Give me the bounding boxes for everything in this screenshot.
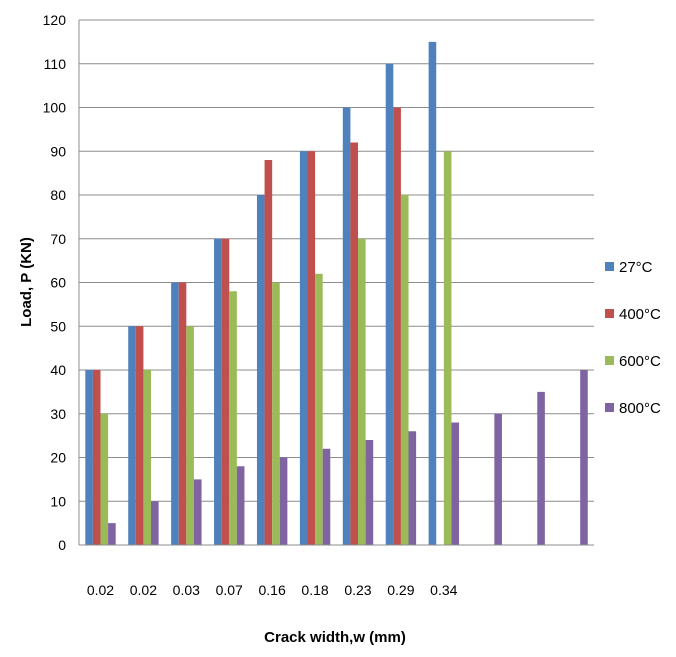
bar-800C-8 bbox=[451, 422, 460, 545]
bar-800C-6 bbox=[365, 440, 374, 545]
bar-400C-4 bbox=[264, 160, 273, 545]
bar-400C-6 bbox=[350, 142, 358, 545]
legend-label: 27°C bbox=[619, 259, 653, 276]
bar-400C-5 bbox=[307, 151, 316, 545]
legend-swatch bbox=[605, 403, 614, 412]
bar-400C-0 bbox=[92, 370, 101, 545]
y-tick-label: 50 bbox=[50, 318, 66, 334]
bar-27C-2 bbox=[171, 282, 179, 545]
x-tick-label: 0.02 bbox=[87, 582, 114, 598]
bar-800C-4 bbox=[279, 457, 288, 545]
bar-800C-11 bbox=[580, 370, 588, 545]
bar-800C-10 bbox=[537, 391, 545, 545]
y-tick-labels: 0 10 20 30 40 50 60 70 80 90 100 110 120 bbox=[43, 12, 67, 553]
legend-swatch bbox=[605, 309, 614, 318]
y-tick-label: 40 bbox=[50, 362, 66, 378]
y-tick-label: 10 bbox=[50, 493, 66, 509]
legend-label: 800°C bbox=[619, 400, 661, 417]
x-tick-label: 0.29 bbox=[387, 582, 414, 598]
x-tick-label: 0.23 bbox=[344, 582, 371, 598]
bars bbox=[85, 41, 588, 545]
bar-600C-4 bbox=[272, 282, 280, 545]
legend: 27°C 400°C 600°C 800°C bbox=[605, 259, 661, 417]
bar-27C-8 bbox=[428, 41, 437, 545]
bar-800C-7 bbox=[408, 431, 417, 545]
bar-600C-5 bbox=[315, 273, 323, 545]
y-tick-label: 20 bbox=[50, 450, 66, 466]
legend-label: 600°C bbox=[619, 353, 661, 370]
bar-400C-2 bbox=[178, 282, 187, 545]
bar-600C-1 bbox=[143, 370, 152, 545]
bar-800C-2 bbox=[193, 479, 202, 545]
bar-27C-4 bbox=[256, 195, 265, 545]
x-tick-label: 0.34 bbox=[430, 582, 457, 598]
y-tick-label: 70 bbox=[50, 231, 66, 247]
x-tick-label: 0.07 bbox=[216, 582, 243, 598]
x-tick-label: 0.02 bbox=[130, 582, 157, 598]
legend-swatch bbox=[605, 262, 614, 271]
bar-27C-5 bbox=[299, 151, 308, 545]
bar-27C-7 bbox=[385, 63, 394, 545]
x-tick-label: 0.18 bbox=[301, 582, 328, 598]
bar-400C-3 bbox=[221, 238, 230, 545]
bar-600C-7 bbox=[400, 195, 409, 545]
bar-400C-7 bbox=[393, 107, 401, 545]
y-tick-label: 80 bbox=[50, 187, 66, 203]
y-tick-label: 110 bbox=[44, 56, 67, 72]
y-tick-label: 60 bbox=[50, 275, 66, 291]
bar-800C-0 bbox=[108, 523, 116, 545]
y-axis-title: Load, P (KN) bbox=[18, 237, 35, 327]
bar-600C-3 bbox=[229, 291, 237, 545]
bar-800C-5 bbox=[322, 448, 331, 545]
x-tick-labels: 0.02 0.02 0.03 0.07 0.16 0.18 0.23 0.29 0.34 bbox=[87, 582, 458, 598]
bar-27C-6 bbox=[342, 107, 351, 545]
bar-400C-1 bbox=[135, 326, 144, 545]
y-tick-label: 0 bbox=[58, 537, 66, 553]
bar-600C-0 bbox=[100, 413, 109, 545]
x-axis-title: Crack width,w (mm) bbox=[264, 629, 406, 646]
bar-800C-9 bbox=[494, 413, 502, 545]
bar-27C-0 bbox=[85, 370, 93, 545]
y-tick-label: 30 bbox=[50, 406, 66, 422]
y-tick-label: 120 bbox=[43, 12, 67, 28]
x-tick-label: 0.16 bbox=[259, 582, 286, 598]
bar-600C-6 bbox=[358, 238, 366, 545]
y-tick-label: 90 bbox=[50, 143, 66, 159]
bar-600C-2 bbox=[186, 326, 194, 545]
legend-label: 400°C bbox=[619, 306, 661, 323]
bar-600C-8 bbox=[443, 151, 452, 545]
y-tick-label: 100 bbox=[43, 100, 67, 116]
bar-27C-3 bbox=[214, 238, 222, 545]
gridlines bbox=[79, 19, 594, 502]
bar-800C-1 bbox=[151, 501, 159, 545]
bar-27C-1 bbox=[128, 326, 136, 545]
x-tick-label: 0.03 bbox=[173, 582, 200, 598]
bar-800C-3 bbox=[236, 466, 245, 545]
axes bbox=[78, 20, 594, 546]
legend-swatch bbox=[605, 356, 614, 365]
